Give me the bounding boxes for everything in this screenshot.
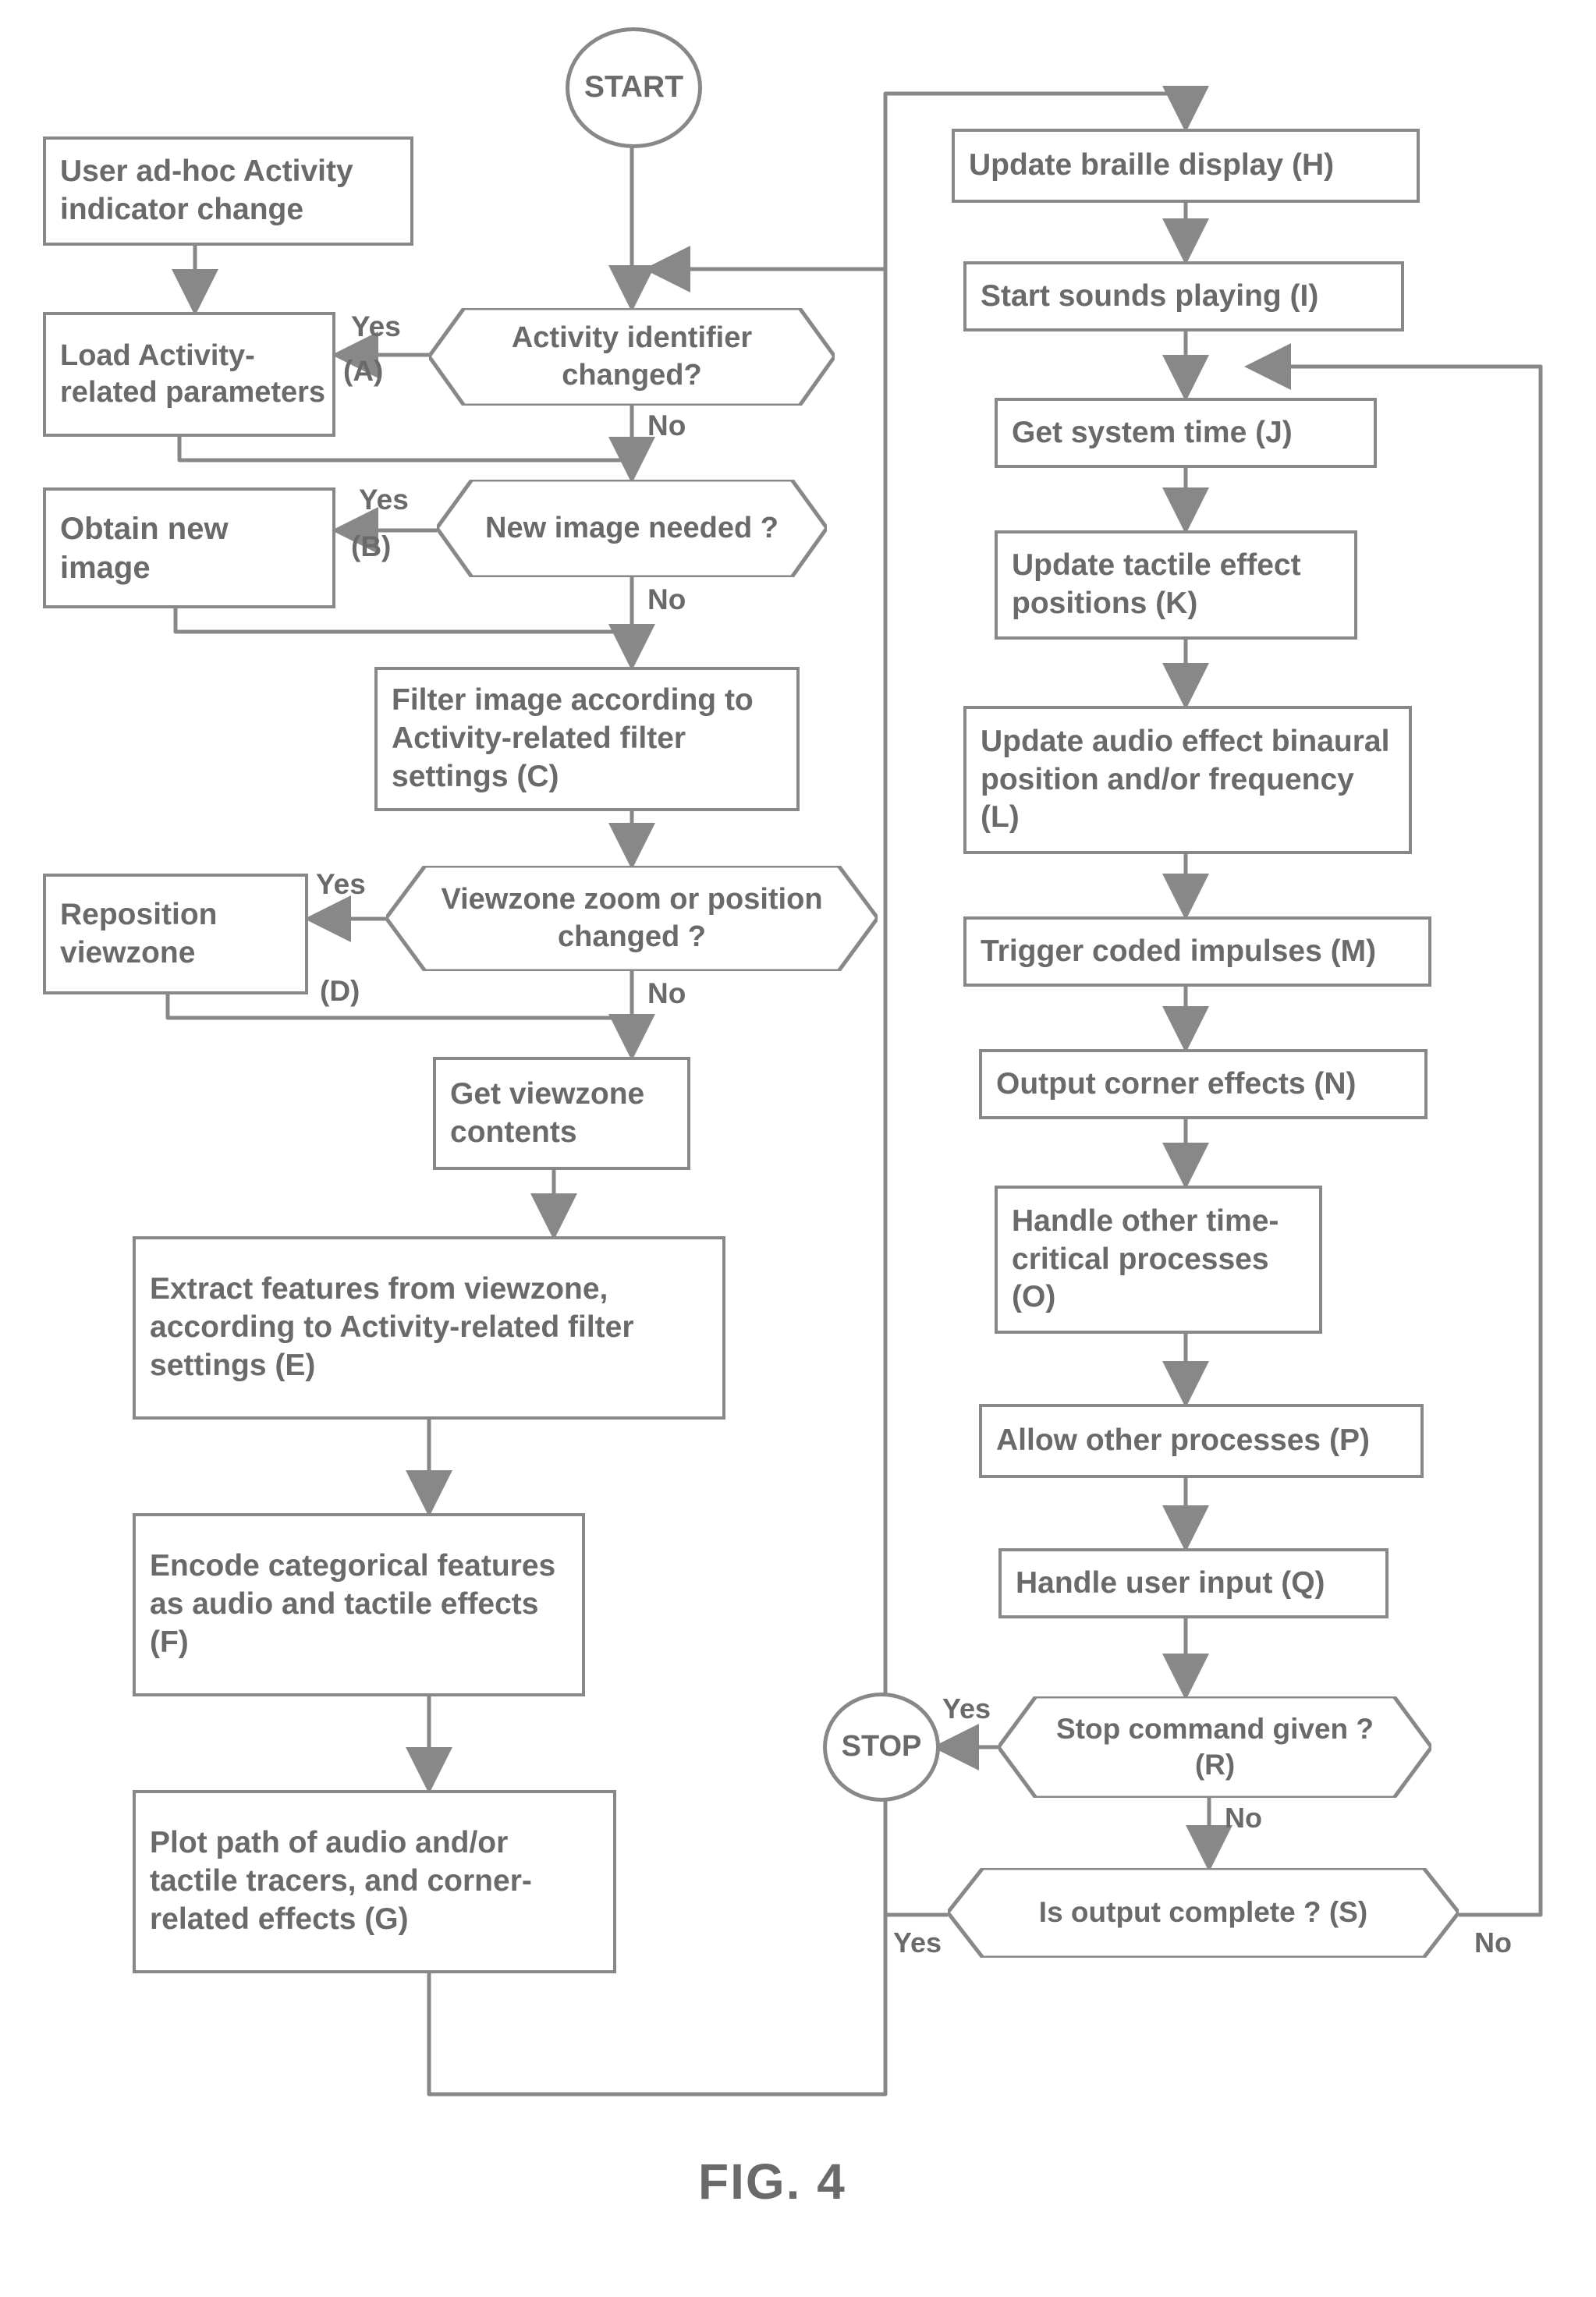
filter-image-text: Filter image according to Activity-relat… <box>392 682 782 796</box>
handle-time-critical-box: Handle other time-critical processes (O) <box>995 1186 1322 1334</box>
start-label: START <box>584 69 683 107</box>
handle-time-critical-text: Handle other time-critical processes (O) <box>1012 1203 1305 1317</box>
trigger-impulses-text: Trigger coded impulses (M) <box>981 933 1376 971</box>
update-braille-box: Update braille display (H) <box>952 129 1420 203</box>
edge-no-a: No <box>647 409 686 442</box>
edge-yes-r: Yes <box>942 1693 991 1725</box>
filter-image-box: Filter image according to Activity-relat… <box>374 667 800 811</box>
edge-yes-d: Yes <box>316 868 366 901</box>
get-viewzone-box: Get viewzone contents <box>433 1057 690 1170</box>
decision-viewzone-changed-text: Viewzone zoom or position changed ? <box>433 881 831 955</box>
reposition-text: Reposition viewzone <box>60 896 291 973</box>
edge-no-d: No <box>647 977 686 1010</box>
user-adhoc-text: User ad-hoc Activity indicator change <box>60 153 396 229</box>
decision-activity-changed-text: Activity identifier changed? <box>476 320 788 394</box>
obtain-image-text: Obtain new image <box>60 509 318 587</box>
stop-label: STOP <box>842 1728 922 1766</box>
load-params-text: Load Activity-related parameters <box>60 338 326 412</box>
obtain-image-box: Obtain new image <box>43 487 335 608</box>
output-corner-box: Output corner effects (N) <box>979 1049 1428 1119</box>
extract-features-box: Extract features from viewzone, accordin… <box>133 1236 725 1420</box>
encode-features-text: Encode categorical features as audio and… <box>150 1547 568 1661</box>
plot-path-box: Plot path of audio and/or tactile tracer… <box>133 1790 616 1973</box>
get-time-box: Get system time (J) <box>995 398 1377 468</box>
edge-yes-a: Yes <box>351 310 401 343</box>
start-sounds-text: Start sounds playing (I) <box>981 278 1318 316</box>
output-corner-text: Output corner effects (N) <box>996 1065 1357 1104</box>
decision-stop-given: Stop command given ? (R) <box>998 1696 1431 1798</box>
allow-other-text: Allow other processes (P) <box>996 1422 1370 1460</box>
edge-b: (B) <box>351 530 391 563</box>
decision-output-complete: Is output complete ? (S) <box>948 1868 1459 1958</box>
edge-yes-b: Yes <box>359 484 409 516</box>
edge-a: (A) <box>343 355 383 388</box>
encode-features-box: Encode categorical features as audio and… <box>133 1513 585 1696</box>
load-params-box: Load Activity-related parameters <box>43 312 335 437</box>
update-tactile-box: Update tactile effect positions (K) <box>995 530 1357 640</box>
update-audio-box: Update audio effect binaural position an… <box>963 706 1412 854</box>
allow-other-box: Allow other processes (P) <box>979 1404 1424 1478</box>
update-audio-text: Update audio effect binaural position an… <box>981 723 1395 837</box>
get-viewzone-text: Get viewzone contents <box>450 1076 673 1152</box>
start-sounds-box: Start sounds playing (I) <box>963 261 1404 331</box>
figure-label: FIG. 4 <box>698 2153 846 2210</box>
start-terminal: START <box>566 27 702 148</box>
handle-input-box: Handle user input (Q) <box>998 1548 1389 1618</box>
flowchart-canvas: START STOP User ad-hoc Activity indicato… <box>0 0 1596 2297</box>
stop-terminal: STOP <box>823 1693 940 1802</box>
edge-no-s: No <box>1474 1927 1512 1959</box>
edge-no-b: No <box>647 583 686 616</box>
edge-no-r: No <box>1225 1802 1262 1834</box>
decision-new-image-text: New image needed ? <box>485 510 778 548</box>
decision-viewzone-changed: Viewzone zoom or position changed ? <box>386 866 878 971</box>
edge-d: (D) <box>320 975 360 1008</box>
update-tactile-text: Update tactile effect positions (K) <box>1012 547 1340 623</box>
decision-stop-given-text: Stop command given ? (R) <box>1041 1711 1389 1784</box>
decision-output-complete-text: Is output complete ? (S) <box>1039 1895 1367 1930</box>
handle-input-text: Handle user input (Q) <box>1016 1565 1325 1603</box>
reposition-box: Reposition viewzone <box>43 874 308 994</box>
user-adhoc-box: User ad-hoc Activity indicator change <box>43 136 413 246</box>
edge-yes-s: Yes <box>893 1927 942 1959</box>
decision-activity-changed: Activity identifier changed? <box>429 308 835 406</box>
update-braille-text: Update braille display (H) <box>969 147 1334 185</box>
get-time-text: Get system time (J) <box>1012 414 1293 452</box>
trigger-impulses-box: Trigger coded impulses (M) <box>963 916 1431 987</box>
extract-features-text: Extract features from viewzone, accordin… <box>150 1271 708 1384</box>
decision-new-image: New image needed ? <box>437 480 827 577</box>
plot-path-text: Plot path of audio and/or tactile tracer… <box>150 1824 599 1938</box>
